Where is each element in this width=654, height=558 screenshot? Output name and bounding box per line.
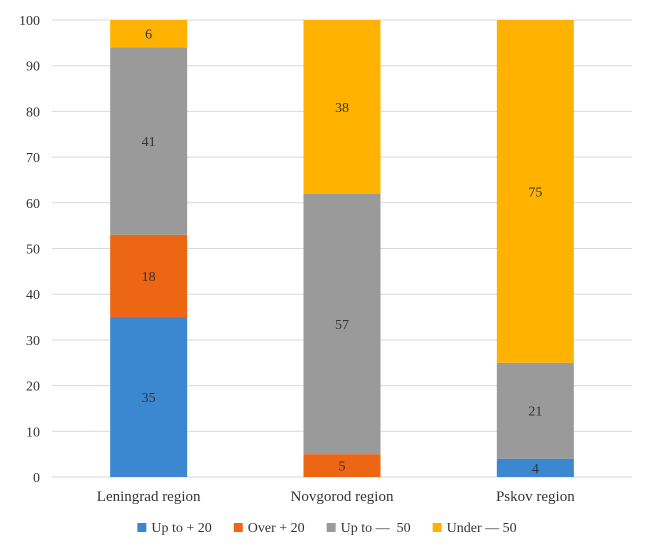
y-tick-label-70: 70	[26, 151, 40, 166]
data-label-0-0: 35	[142, 391, 156, 406]
legend-label-3: Under — 50	[447, 521, 517, 536]
y-tick-label-20: 20	[26, 380, 40, 395]
y-axis: 0 10 20 30 40 50 60 70 80 90 100	[19, 14, 40, 486]
legend-label-2: Up to — 50	[341, 521, 411, 536]
data-label-0-2: 41	[142, 135, 156, 150]
data-label-2-0: 4	[532, 462, 539, 477]
bar-segment-2-3	[496, 20, 574, 363]
legend-swatch-1	[233, 523, 243, 532]
y-tick-label-50: 50	[26, 243, 40, 258]
legend-label-0: Up to + 20	[151, 521, 211, 536]
bar-segment-2-2	[496, 362, 574, 459]
bar-segment-1-3	[303, 20, 381, 194]
y-tick-label-40: 40	[26, 288, 40, 303]
legend-swatch-0	[137, 523, 147, 532]
bar-segment-0-0	[110, 317, 188, 477]
legend: Up to + 20 Over + 20 Up to — 50 Under — 50	[137, 521, 517, 536]
legend-item-2: Up to — 50	[326, 521, 411, 536]
y-tick-label-10: 10	[26, 425, 40, 440]
data-label-2-2: 21	[528, 405, 542, 420]
bar-stacks	[110, 20, 574, 477]
y-tick-label-80: 80	[26, 105, 40, 120]
data-label-1-3: 38	[335, 101, 349, 116]
legend-label-1: Over + 20	[248, 521, 305, 536]
bar-segment-0-1	[110, 234, 188, 318]
bar-segment-1-1	[303, 454, 381, 477]
y-tick-label-30: 30	[26, 334, 40, 349]
y-tick-label-90: 90	[26, 60, 40, 75]
y-tick-label-0: 0	[33, 471, 40, 486]
x-category-label-0: Leningrad region	[97, 489, 201, 505]
bar-segment-1-2	[303, 193, 381, 455]
data-label-0-3: 6	[145, 28, 152, 43]
data-label-0-1: 18	[142, 270, 156, 285]
legend-swatch-3	[432, 523, 442, 532]
x-axis: Leningrad region Novgorod region Pskov reg…	[97, 489, 575, 505]
legend-item-0: Up to + 20	[137, 521, 212, 536]
legend-swatch-2	[326, 523, 336, 532]
x-category-label-2: Pskov region	[496, 489, 575, 505]
y-tick-label-60: 60	[26, 197, 40, 212]
x-category-label-1: Novgorod region	[291, 489, 394, 505]
legend-item-1: Over + 20	[233, 521, 305, 536]
bar-segment-0-3	[110, 20, 188, 48]
data-labels: 35 18 41 6 5 57 38 4 21 75	[142, 28, 543, 477]
data-label-1-1: 5	[339, 460, 346, 475]
data-label-1-2: 57	[335, 318, 349, 333]
y-tick-label-100: 100	[19, 14, 40, 29]
legend-item-3: Under — 50	[432, 521, 517, 536]
bar-segment-2-0	[496, 458, 574, 477]
data-label-2-3: 75	[528, 185, 542, 200]
bar-segment-0-2	[110, 47, 188, 235]
